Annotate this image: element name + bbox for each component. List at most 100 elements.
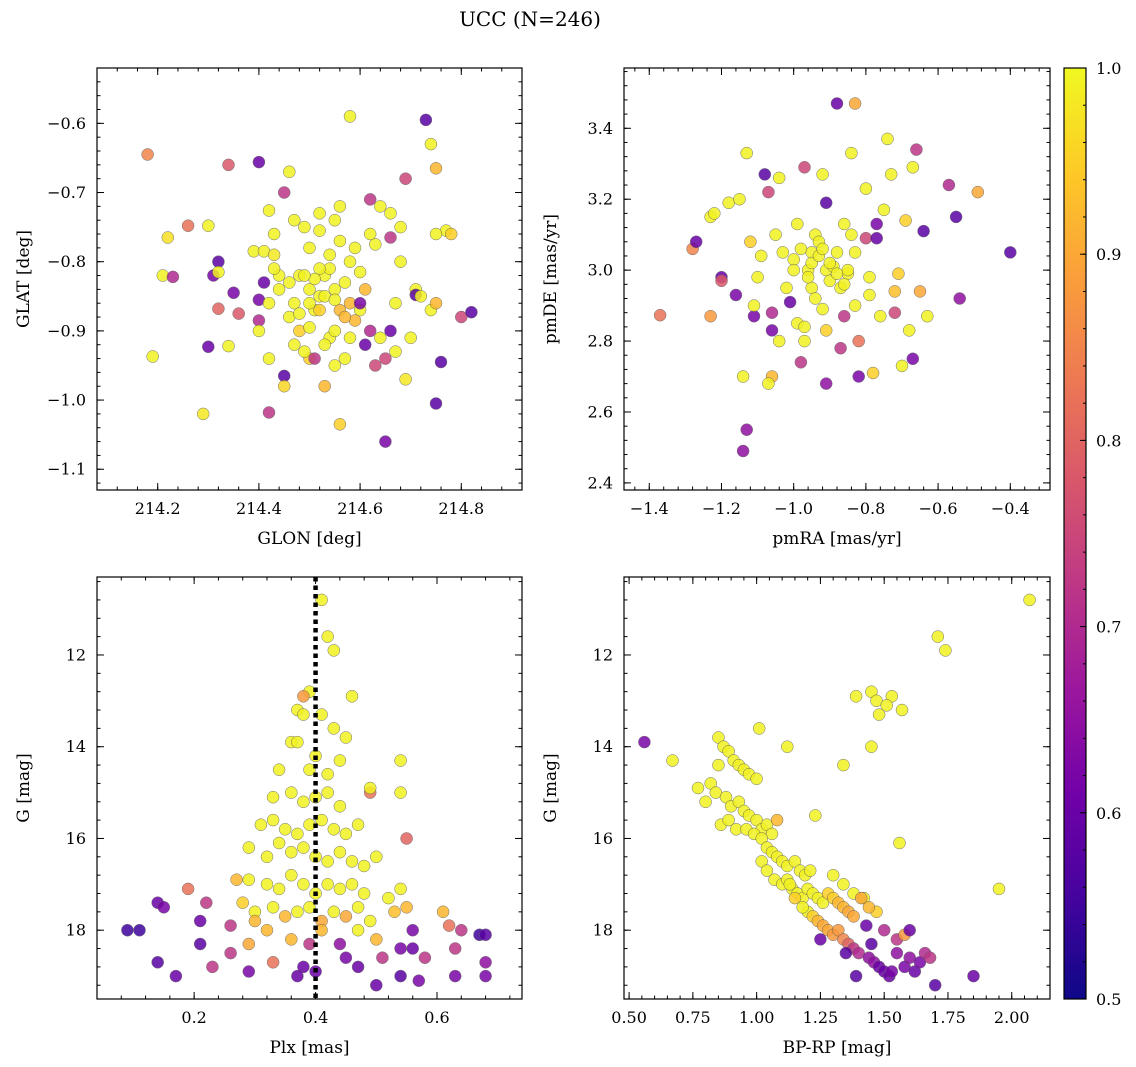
data-point bbox=[363, 914, 377, 928]
data-point bbox=[834, 341, 847, 355]
points bbox=[121, 593, 492, 992]
data-point bbox=[394, 882, 407, 896]
data-point bbox=[845, 228, 858, 241]
data-point bbox=[888, 285, 902, 298]
data-point bbox=[291, 905, 304, 919]
x-tick-label: 1.75 bbox=[930, 1008, 966, 1027]
data-point bbox=[638, 735, 651, 749]
data-point bbox=[750, 772, 763, 786]
data-point bbox=[262, 406, 276, 419]
data-point bbox=[224, 919, 237, 932]
data-point bbox=[157, 901, 171, 914]
data-point bbox=[389, 296, 402, 310]
axes-frame bbox=[96, 576, 523, 1000]
data-point bbox=[953, 292, 966, 305]
data-point bbox=[267, 248, 281, 262]
data-point bbox=[816, 302, 829, 316]
data-point bbox=[429, 227, 443, 241]
data-point bbox=[830, 97, 844, 110]
data-point bbox=[722, 196, 735, 210]
data-point bbox=[819, 324, 833, 337]
data-point bbox=[308, 352, 321, 365]
y-tick-label: 12 bbox=[66, 645, 86, 664]
data-point bbox=[376, 951, 389, 964]
data-point bbox=[479, 969, 492, 983]
colorbar-gradient bbox=[1063, 67, 1087, 1000]
data-point bbox=[419, 113, 433, 127]
data-point bbox=[313, 207, 326, 220]
data-point bbox=[169, 969, 183, 983]
data-point bbox=[852, 334, 865, 348]
x-tick-label: −0.6 bbox=[919, 499, 958, 518]
data-point bbox=[837, 217, 851, 231]
y-axis-label: G [mag] bbox=[541, 753, 561, 822]
data-point bbox=[691, 781, 705, 795]
y-tick-label: 2.4 bbox=[588, 473, 613, 492]
data-point bbox=[374, 331, 387, 345]
data-point bbox=[736, 444, 750, 458]
y-tick-label: −0.6 bbox=[47, 114, 86, 133]
data-point bbox=[285, 933, 298, 946]
data-point bbox=[751, 270, 764, 284]
data-point bbox=[303, 296, 316, 310]
data-point bbox=[837, 278, 851, 291]
data-point bbox=[333, 754, 347, 767]
data-point bbox=[291, 827, 304, 841]
data-point bbox=[267, 262, 281, 275]
data-point bbox=[318, 338, 331, 351]
data-point bbox=[465, 305, 478, 319]
x-tick-label: 214.6 bbox=[337, 499, 383, 518]
data-point bbox=[242, 965, 256, 978]
y-tick-label: 16 bbox=[66, 829, 86, 848]
data-point bbox=[181, 219, 195, 232]
data-point bbox=[266, 790, 280, 804]
data-point bbox=[379, 435, 392, 448]
data-point bbox=[242, 873, 256, 886]
data-point bbox=[298, 269, 311, 282]
data-point bbox=[895, 703, 909, 717]
data-point bbox=[406, 942, 419, 955]
data-point bbox=[780, 281, 793, 295]
data-point bbox=[338, 310, 352, 324]
data-point bbox=[267, 227, 281, 241]
data-point bbox=[859, 182, 873, 195]
data-point bbox=[854, 891, 868, 905]
data-point bbox=[733, 192, 746, 206]
data-point bbox=[394, 220, 407, 234]
data-point bbox=[931, 630, 945, 643]
data-point bbox=[429, 397, 443, 410]
data-point bbox=[729, 288, 743, 302]
data-point bbox=[379, 352, 392, 365]
data-point bbox=[363, 781, 377, 795]
y-tick-label: 18 bbox=[66, 921, 86, 940]
data-point bbox=[224, 946, 237, 960]
y-tick-label: 18 bbox=[593, 921, 613, 940]
data-point bbox=[382, 891, 395, 905]
y-tick-label: 14 bbox=[66, 737, 86, 756]
data-point bbox=[252, 155, 266, 169]
data-point bbox=[1004, 246, 1017, 259]
y-tick-label: −1.0 bbox=[47, 391, 86, 410]
data-point bbox=[193, 937, 207, 951]
data-point bbox=[327, 905, 341, 919]
data-point bbox=[227, 286, 240, 300]
data-point bbox=[315, 593, 328, 607]
data-point bbox=[772, 171, 786, 185]
data-point bbox=[448, 942, 462, 955]
data-point bbox=[666, 754, 679, 767]
data-point bbox=[327, 722, 341, 735]
data-point bbox=[816, 242, 829, 256]
data-point bbox=[389, 345, 402, 358]
data-point bbox=[266, 813, 280, 827]
panel-1: 214.2 214.4 214.6 214.8 −0.6 −0.7 −0.8 −0.9 −1.0… bbox=[14, 67, 523, 549]
data-point bbox=[293, 307, 306, 320]
points bbox=[653, 97, 1017, 458]
data-point bbox=[327, 644, 341, 657]
data-point bbox=[384, 324, 397, 338]
x-tick-label: 1.00 bbox=[739, 1008, 775, 1027]
data-point bbox=[881, 132, 894, 146]
data-point bbox=[303, 283, 316, 296]
data-point bbox=[254, 818, 268, 831]
data-point bbox=[418, 951, 432, 964]
colorbar-tick-label: 0.8 bbox=[1096, 431, 1121, 450]
